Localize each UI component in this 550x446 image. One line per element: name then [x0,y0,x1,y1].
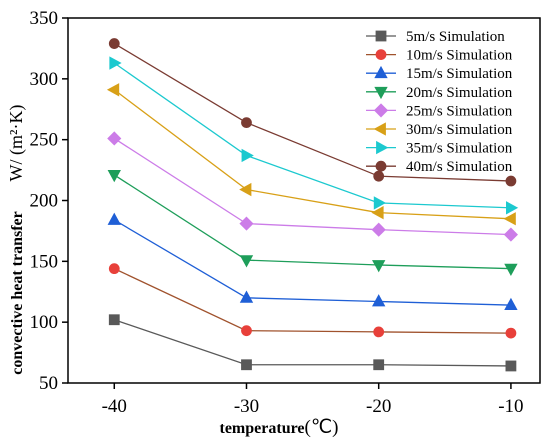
legend-item: 5m/s Simulation [366,29,505,45]
y-axis-title: convective heat transfer [9,211,26,375]
y-tick-label: 100 [30,312,59,333]
legend-marker [375,49,387,60]
data-point [241,325,252,337]
legend-marker [375,30,387,42]
data-point [373,196,387,210]
data-point [505,175,517,187]
legend-label: 5m/s Simulation [406,29,505,45]
y-axis-ticks: 50 100 150 200 250 300 350 [30,8,68,394]
plot-area [106,38,519,372]
data-point [108,314,120,326]
data-point [373,170,385,182]
legend-marker [374,65,388,79]
data-point [107,170,121,183]
series-4 [107,170,518,276]
series-line [113,137,511,236]
series-line [113,89,511,220]
data-point [108,38,120,49]
data-point [241,117,252,129]
y-tick-label: 150 [30,251,59,272]
series-8 [108,38,517,187]
legend-item: 40m/s Simulation [366,159,513,175]
data-point [241,359,252,371]
x-axis-title-text: temperature [220,420,305,437]
series-line [113,268,511,334]
data-point [503,212,516,226]
data-point [107,131,122,146]
series-5 [107,131,518,242]
data-point [106,83,120,97]
data-point [503,227,518,242]
data-point [109,56,122,70]
y-tick-label: 50 [39,373,58,394]
x-axis-ticks: -40 -30 -20 -10 [102,383,524,417]
data-point [239,216,254,231]
legend-item: 35m/s Simulation [366,141,513,157]
legend-item: 20m/s Simulation [366,85,513,101]
x-tick-label: -40 [102,396,127,417]
legend-label: 20m/s Simulation [406,85,513,101]
data-point [241,148,254,163]
data-point [371,222,386,237]
series-line [113,62,511,209]
series-line [113,42,511,182]
legend-marker [373,103,389,118]
data-point [506,201,519,215]
legend-marker [376,140,389,155]
legend-item: 25m/s Simulation [366,103,513,119]
series-line [113,219,511,306]
legend-label: 15m/s Simulation [406,66,513,82]
legend-label: 10m/s Simulation [406,48,513,64]
data-point [107,212,121,225]
legend-label: 35m/s Simulation [406,141,513,157]
series-line [113,174,511,270]
data-point [372,260,386,273]
data-point [372,294,386,307]
data-point [373,326,385,338]
data-point [373,359,385,371]
legend-item: 15m/s Simulation [366,65,513,82]
x-tick-label: -10 [498,396,523,417]
x-axis-title: temperature(℃) [220,417,339,438]
legend-marker [374,86,388,100]
legend-item: 30m/s Simulation [366,122,513,138]
legend-marker [375,160,387,172]
data-point [505,327,517,339]
legend-label: 25m/s Simulation [406,103,513,119]
y-tick-label: 350 [30,8,59,29]
x-tick-label: -20 [366,396,391,417]
legend-marker [373,122,386,136]
series-3 [107,212,518,311]
series-line [114,319,511,367]
x-axis-title-unit: (℃) [305,417,339,438]
series-2 [108,263,517,339]
data-point [239,255,254,268]
series-1 [108,314,517,372]
y-tick-label: 200 [30,191,59,212]
series-6 [106,83,516,226]
data-point [239,182,252,197]
data-point [371,205,384,220]
legend: 5m/s Simulation 10m/s Simulation 15m/s Sim… [366,29,513,175]
data-point [504,263,518,276]
x-tick-label: -30 [234,396,259,417]
data-point [239,290,254,303]
series-7 [109,56,519,215]
y-tick-label: 250 [30,130,59,151]
data-point [505,360,517,372]
y-axis-unit: W/ (m²·K) [6,105,27,182]
axes: -40 -30 -20 -10 50 100 150 200 250 300 350 temper… [6,8,541,438]
legend-label: 30m/s Simulation [406,122,513,138]
data-point [504,297,518,311]
data-point [108,263,120,275]
y-tick-label: 300 [30,69,59,90]
legend-label: 40m/s Simulation [406,159,513,175]
legend-item: 10m/s Simulation [366,48,513,64]
